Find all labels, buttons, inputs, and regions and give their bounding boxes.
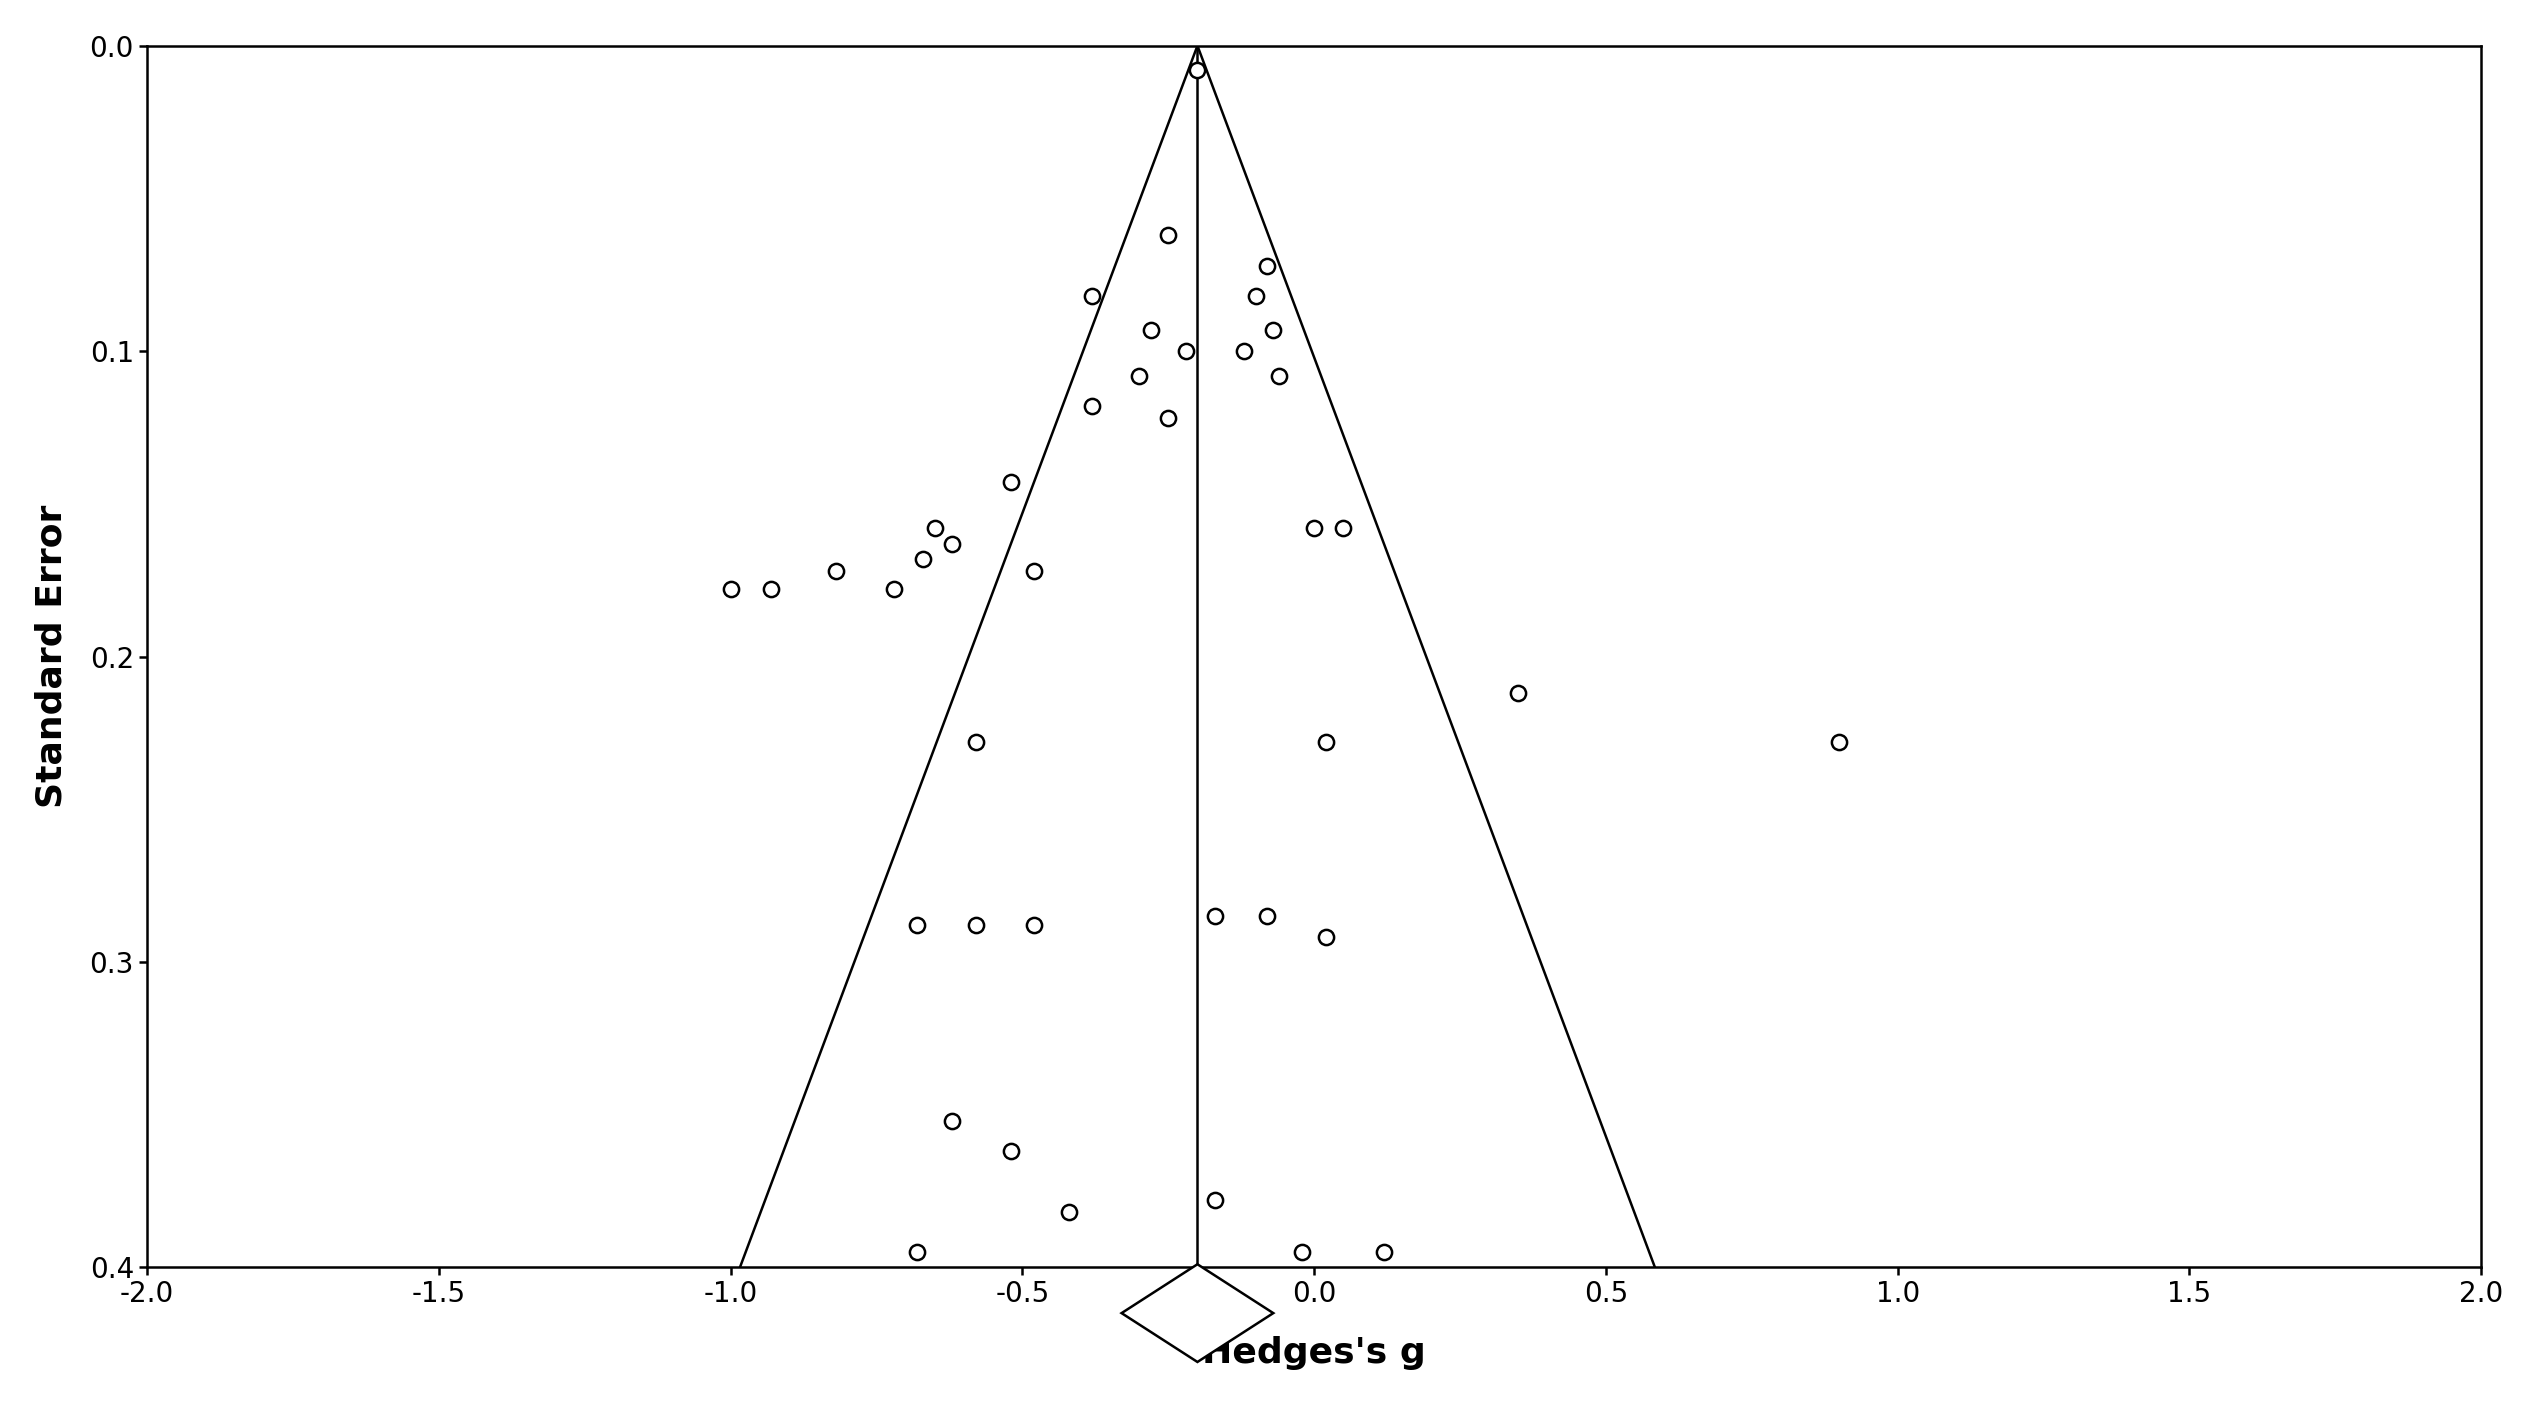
Point	[1165, 340, 1206, 362]
Point	[1497, 681, 1538, 704]
Point	[711, 577, 751, 600]
Point	[1294, 517, 1335, 540]
Point	[1129, 319, 1170, 341]
Point	[931, 532, 972, 555]
Point	[1259, 364, 1299, 386]
Point	[1223, 340, 1264, 362]
Point	[873, 577, 914, 600]
Point	[914, 517, 954, 540]
Point	[1013, 915, 1053, 937]
Point	[1305, 731, 1345, 753]
Point	[1013, 559, 1053, 582]
Point	[1820, 731, 1860, 753]
Point	[1282, 1241, 1322, 1263]
Point	[1119, 364, 1160, 386]
Point	[1363, 1241, 1404, 1263]
Point	[1254, 319, 1294, 341]
Point	[815, 559, 855, 582]
Point	[751, 577, 792, 600]
Point	[896, 1241, 937, 1263]
Point	[931, 1110, 972, 1132]
Point	[1178, 59, 1218, 81]
Point	[1071, 395, 1112, 417]
Point	[1071, 285, 1112, 308]
Point	[1305, 926, 1345, 948]
Point	[904, 548, 944, 570]
Point	[990, 471, 1030, 493]
Point	[954, 915, 995, 937]
Polygon shape	[1122, 1264, 1274, 1361]
Point	[1147, 223, 1188, 246]
Point	[1048, 1201, 1089, 1224]
Point	[1236, 285, 1277, 308]
Point	[1195, 1189, 1236, 1211]
Point	[896, 915, 937, 937]
Point	[990, 1139, 1030, 1162]
Point	[1246, 905, 1287, 927]
Point	[1246, 254, 1287, 277]
Y-axis label: Standard Error: Standard Error	[36, 504, 69, 808]
Point	[954, 731, 995, 753]
X-axis label: Hedges's g: Hedges's g	[1203, 1336, 1426, 1370]
Point	[1195, 905, 1236, 927]
Point	[1322, 517, 1363, 540]
Point	[1147, 407, 1188, 430]
